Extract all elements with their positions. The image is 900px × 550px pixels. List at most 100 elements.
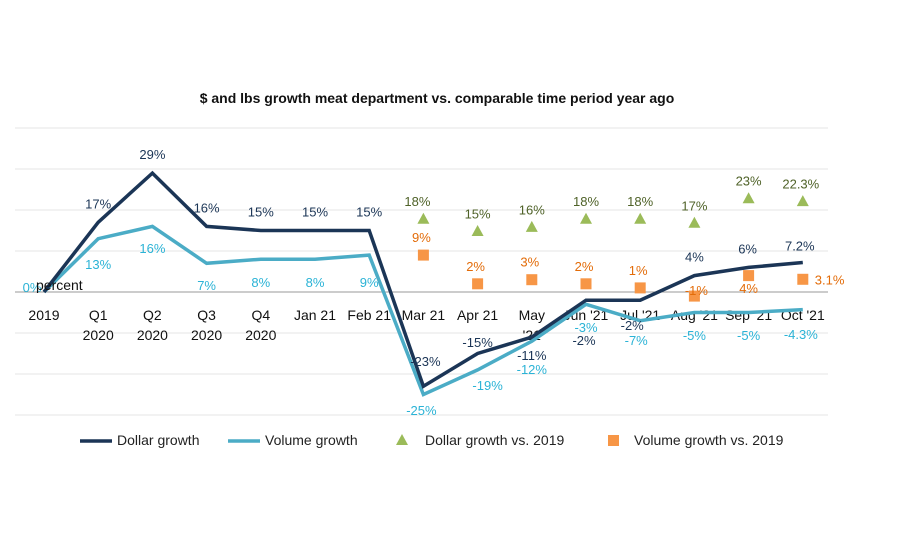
legend: Dollar growth Volume growth Dollar growth …	[80, 432, 784, 448]
data-label: -5%	[683, 328, 707, 343]
data-label: 1%	[629, 263, 648, 278]
triangle-marker	[796, 195, 809, 207]
data-label: -11%	[517, 348, 547, 363]
legend-square-swatch	[608, 435, 619, 446]
x-tick-line: Apr 21	[457, 307, 498, 323]
square-marker	[580, 278, 592, 290]
triangle-marker	[471, 225, 484, 236]
legend-item: Volume growth vs. 2019	[608, 432, 784, 448]
series-line	[42, 170, 803, 389]
data-label: -1%	[685, 283, 709, 298]
data-label: 7.2%	[785, 238, 815, 253]
data-label: 16%	[519, 202, 545, 217]
square-marker	[797, 273, 809, 285]
x-tick-label: Jan 21	[294, 307, 336, 323]
data-label: 15%	[302, 205, 328, 220]
legend-label: Dollar growth	[117, 432, 199, 448]
series-line	[42, 224, 803, 397]
square-marker	[472, 278, 484, 290]
legend-item: Dollar growth vs. 2019	[396, 432, 565, 448]
x-tick-line: Sep '21	[725, 307, 772, 323]
square-marker	[634, 282, 646, 294]
gridlines	[15, 127, 828, 416]
x-tick-line: 2020	[245, 327, 276, 343]
square-marker	[688, 290, 700, 302]
x-tick-label: Mar 21	[402, 307, 446, 323]
data-label: 13%	[85, 257, 111, 272]
x-tick-label: Feb 21	[347, 307, 391, 323]
x-tick-line: 2020	[83, 327, 114, 343]
data-label: 8%	[306, 275, 325, 290]
data-label: -3%	[574, 320, 598, 335]
data-label: 4%	[685, 250, 704, 265]
chart-title: $ and lbs growth meat department vs. com…	[200, 90, 675, 106]
data-label: -2%	[621, 318, 645, 333]
legend-item: Dollar growth	[80, 432, 199, 448]
legend-label: Volume growth	[265, 432, 358, 448]
data-label: 2%	[466, 259, 485, 274]
data-label: 15%	[248, 205, 274, 220]
x-tick-line: 2020	[191, 327, 222, 343]
data-label: 17%	[681, 198, 707, 213]
x-tick-line: Feb 21	[347, 307, 391, 323]
data-label: 3.1%	[815, 272, 845, 287]
x-tick-label: Q2 2020	[137, 307, 168, 343]
x-tick-line: Q2	[143, 307, 162, 323]
data-label: 18%	[573, 194, 599, 209]
x-tick-line: Q1	[89, 307, 108, 323]
x-tick-label: Q3 2020	[191, 307, 222, 343]
triangle-marker	[688, 216, 701, 228]
square-marker	[743, 270, 755, 282]
data-label: 16%	[194, 200, 220, 215]
square-marker	[526, 274, 538, 286]
x-tick-line: 2019	[28, 307, 59, 323]
data-label: -25%	[406, 403, 437, 418]
x-tick-line: Q4	[251, 307, 270, 323]
triangle-marker	[580, 212, 592, 224]
data-label: 0%	[23, 280, 42, 295]
data-label: 6%	[738, 241, 757, 256]
data-label: 15%	[356, 205, 382, 220]
square-marker	[417, 249, 429, 261]
data-label: 23%	[736, 174, 762, 189]
data-label: 9%	[360, 275, 379, 290]
data-label: 2%	[575, 259, 594, 274]
data-label: 7%	[197, 278, 216, 293]
data-label: 8%	[251, 275, 270, 290]
data-label: -23%	[410, 354, 441, 369]
x-tick-line: Mar 21	[402, 307, 446, 323]
data-label: -15%	[462, 335, 493, 350]
x-tick-line: Jan 21	[294, 307, 336, 323]
triangle-marker	[634, 212, 647, 224]
x-tick-label: Sep '21	[725, 307, 772, 323]
legend-label: Dollar growth vs. 2019	[425, 432, 565, 448]
data-label: 3%	[520, 255, 539, 270]
x-tick-label: 2019	[28, 307, 59, 323]
legend-triangle-swatch	[396, 434, 408, 445]
series-layer: 17% 29% 16% 15% 15% 15% -23% -15% -11% -2% -2% 4% 6%…	[23, 147, 845, 418]
triangle-marker	[525, 220, 538, 232]
x-tick-line: Q3	[197, 307, 216, 323]
data-label: -7%	[625, 333, 649, 348]
data-label: 18%	[404, 194, 430, 209]
data-label: 16%	[139, 241, 165, 256]
data-label: 15%	[465, 207, 491, 222]
x-tick-line: May	[519, 307, 545, 323]
legend-item: Volume growth	[228, 432, 358, 448]
triangle-marker	[417, 212, 430, 224]
data-label: -12%	[517, 362, 548, 377]
data-label: 29%	[139, 147, 165, 162]
triangle-marker	[742, 192, 755, 204]
x-tick-line: 2020	[137, 327, 168, 343]
x-tick-label: Q1 2020	[83, 307, 114, 343]
data-label: -19%	[472, 378, 503, 393]
data-label: 18%	[627, 194, 653, 209]
data-label: -4.3%	[784, 327, 818, 342]
legend-label: Volume growth vs. 2019	[634, 432, 784, 448]
data-label: 9%	[412, 230, 431, 245]
x-tick-label: Q4 2020	[245, 307, 276, 343]
data-label: 4%	[739, 281, 758, 296]
y-axis-label: percent	[36, 277, 83, 293]
data-label: 22.3%	[782, 177, 819, 192]
